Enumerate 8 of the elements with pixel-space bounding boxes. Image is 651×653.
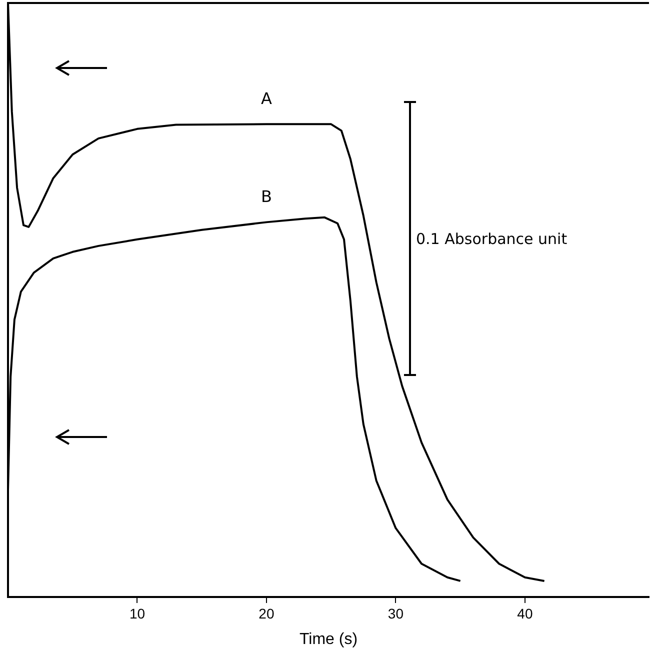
x-tick-label: 10 xyxy=(129,605,146,622)
x-tick-label: 40 xyxy=(517,605,533,622)
series-label: A xyxy=(260,89,272,108)
annotation: 0.1 Absorbance unit xyxy=(416,230,568,248)
series-label: B xyxy=(260,187,272,206)
x-tick-label: 20 xyxy=(258,605,274,622)
x-axis-title: Time (s) xyxy=(299,630,358,648)
x-tick-label: 30 xyxy=(388,605,404,622)
